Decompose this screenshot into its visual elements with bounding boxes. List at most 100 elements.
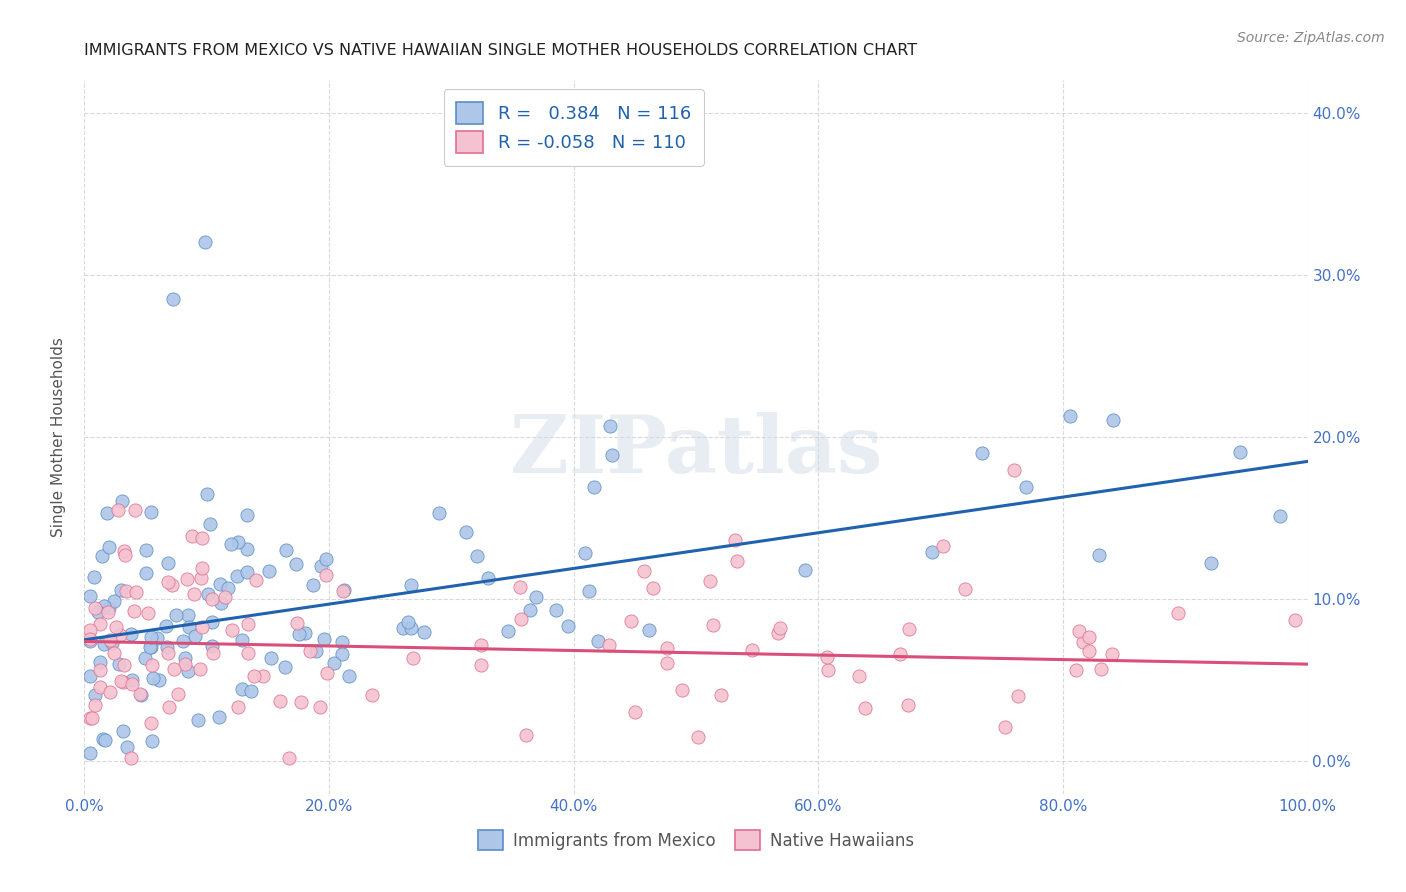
Point [201,639,224,653]
Point [103,594,125,608]
Point [688,730,710,744]
Point [97,605,120,619]
Point [633,564,655,578]
Point [89,663,111,677]
Point [97,601,120,615]
Point [135,543,157,558]
Point [157,646,180,660]
Point [93,599,115,614]
Point [470,657,492,672]
Point [454,525,477,540]
Point [155,640,177,654]
Point [103,646,125,660]
Point [994,720,1017,734]
Point [93,637,115,651]
Point [655,641,678,656]
Point [574,546,596,560]
Point [209,596,232,610]
Point [217,581,239,595]
Point [79,589,101,603]
Point [104,619,127,633]
Point [115,740,138,755]
Point [309,559,332,574]
Point [141,505,163,519]
Point [89,655,111,669]
Point [157,575,180,590]
Point [1059,409,1081,423]
Point [699,574,721,589]
Point [848,669,870,683]
Point [236,508,259,523]
Point [183,587,205,601]
Point [245,573,267,587]
Point [1077,643,1099,657]
Point [290,695,312,709]
Point [1167,606,1189,620]
Point [214,590,236,604]
Point [898,622,921,636]
Point [136,606,159,620]
Point [1077,630,1099,644]
Point [953,582,976,597]
Point [793,563,815,577]
Point [1064,664,1087,678]
Point [129,688,152,702]
Point [228,700,250,714]
Point [330,635,353,649]
Point [768,625,790,640]
Point [112,543,135,558]
Point [112,675,135,690]
Point [160,577,183,591]
Point [79,623,101,637]
Point [921,545,943,559]
Point [498,624,520,639]
Point [208,577,231,591]
Point [337,669,360,683]
Point [315,568,337,582]
Point [80,711,103,725]
Point [190,571,212,585]
Point [285,616,308,631]
Point [578,583,600,598]
Point [155,619,177,633]
Point [1284,613,1306,627]
Point [165,607,187,622]
Point [134,651,156,665]
Point [91,731,114,746]
Point [1270,509,1292,524]
Point [162,662,184,676]
Point [655,656,678,670]
Point [1087,548,1109,562]
Text: Source: ZipAtlas.com: Source: ZipAtlas.com [1237,31,1385,45]
Point [79,669,101,683]
Point [725,554,748,568]
Point [619,615,641,629]
Point [257,564,280,578]
Point [1071,635,1094,649]
Point [236,565,259,579]
Point [157,700,180,714]
Point [83,570,105,584]
Point [190,620,212,634]
Point [470,638,492,652]
Point [285,557,308,571]
Point [236,541,259,556]
Point [269,694,291,708]
Point [201,646,224,660]
Point [108,657,131,672]
Point [396,615,419,629]
Point [190,531,212,545]
Point [187,713,209,727]
Point [194,235,217,250]
Point [115,584,138,599]
Point [889,647,911,661]
Point [288,627,311,641]
Point [641,582,664,596]
Point [93,733,115,747]
Point [141,734,163,748]
Point [315,551,337,566]
Point [122,604,145,618]
Point [586,633,609,648]
Point [260,651,283,665]
Point [242,668,264,682]
